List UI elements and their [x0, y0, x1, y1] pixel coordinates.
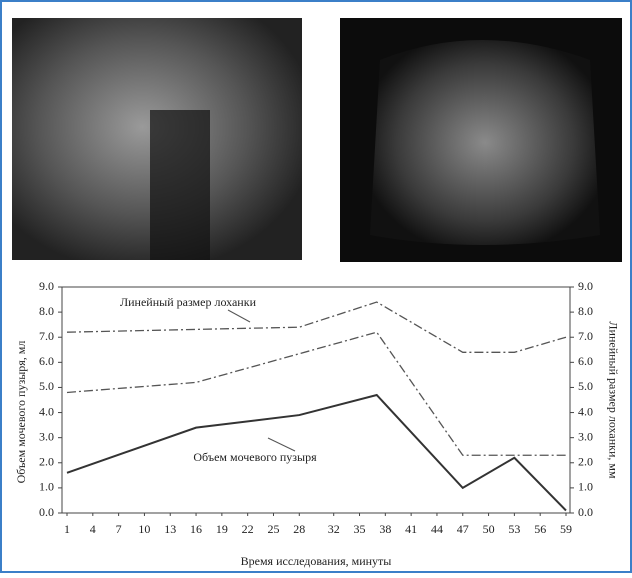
y2-tick-label: 8.0 [578, 304, 593, 318]
x-tick-label: 13 [164, 522, 176, 536]
x-tick-label: 10 [138, 522, 150, 536]
x-tick-label: 1 [64, 522, 70, 536]
ultrasound-sector [370, 40, 600, 245]
y2-tick-label: 6.0 [578, 354, 593, 368]
x-tick-label: 41 [405, 522, 417, 536]
x-tick-label: 56 [534, 522, 546, 536]
figure: Объем мочевого пузыря, мл Линейный разме… [0, 0, 632, 573]
y-axis-title: Объем мочевого пузыря, мл [14, 341, 28, 484]
y2-tick-label: 7.0 [578, 329, 593, 343]
x-axis-title: Время исследования, минуты [241, 554, 392, 568]
x-tick-label: 32 [328, 522, 340, 536]
y2-tick-label: 3.0 [578, 429, 593, 443]
x-tick-label: 38 [379, 522, 391, 536]
y2-tick-label: 2.0 [578, 455, 593, 469]
x-tick-label: 35 [354, 522, 366, 536]
y-tick-label: 7.0 [39, 329, 54, 343]
x-tick-label: 44 [431, 522, 443, 536]
x-tick-label: 53 [508, 522, 520, 536]
x-tick-label: 16 [190, 522, 202, 536]
series-label: Объем мочевого пузыря [193, 450, 317, 464]
x-tick-label: 25 [267, 522, 279, 536]
x-tick-label: 28 [293, 522, 305, 536]
y-tick-label: 0.0 [39, 505, 54, 519]
y2-axis-title: Линейный размер лоханки, мм [606, 321, 620, 479]
y-tick-label: 2.0 [39, 455, 54, 469]
y-tick-label: 1.0 [39, 480, 54, 494]
y2-tick-label: 4.0 [578, 404, 593, 418]
image-shadow [150, 110, 210, 260]
y-tick-label: 3.0 [39, 429, 54, 443]
x-tick-label: 19 [216, 522, 228, 536]
y2-tick-label: 1.0 [578, 480, 593, 494]
x-tick-label: 7 [116, 522, 122, 536]
x-tick-label: 22 [242, 522, 254, 536]
y-tick-label: 9.0 [39, 279, 54, 293]
y2-tick-label: 9.0 [578, 279, 593, 293]
y-tick-label: 4.0 [39, 404, 54, 418]
x-tick-label: 47 [457, 522, 469, 536]
x-tick-label: 50 [483, 522, 495, 536]
y2-tick-label: 0.0 [578, 505, 593, 519]
y2-tick-label: 5.0 [578, 379, 593, 393]
y-tick-label: 5.0 [39, 379, 54, 393]
y-tick-label: 8.0 [39, 304, 54, 318]
y-tick-label: 6.0 [39, 354, 54, 368]
x-tick-label: 59 [560, 522, 572, 536]
x-tick-label: 4 [90, 522, 96, 536]
series-label: Линейный размер лоханки [120, 295, 257, 309]
